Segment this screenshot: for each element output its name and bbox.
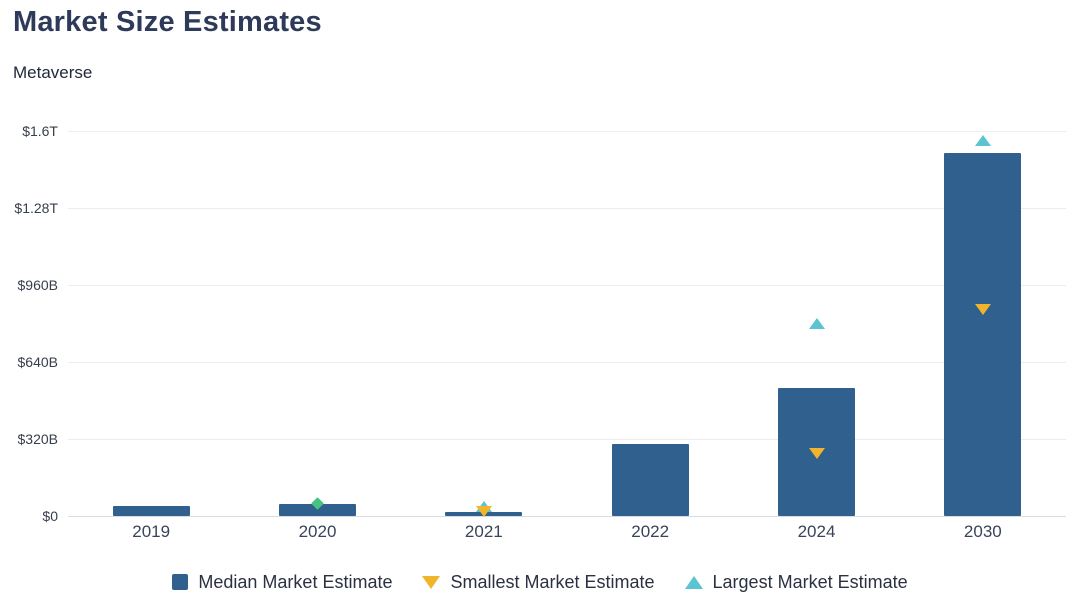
gridline-$640B — [68, 361, 1066, 363]
gridline-$320B — [68, 438, 1066, 440]
smallest-triangle-down-icon — [422, 575, 441, 589]
bar-2019 — [112, 506, 190, 516]
bar-2030 — [944, 152, 1022, 516]
largest-marker-2024 — [808, 318, 825, 329]
bar-2020 — [279, 503, 356, 516]
y-axis-tick-label: $1.6T — [22, 123, 58, 139]
x-axis-label-2021: 2021 — [464, 522, 503, 541]
y-axis-tick-label: $1.28T — [14, 200, 58, 216]
largest-triangle-up-icon — [684, 575, 703, 589]
legend-label: Smallest Market Estimate — [450, 571, 655, 592]
x-axis-label-2020: 2020 — [298, 522, 337, 541]
y-axis-tick-label: $0 — [42, 508, 58, 524]
legend-label: Largest Market Estimate — [712, 571, 908, 592]
bar-2022 — [611, 443, 689, 516]
legend-item-smallest-market-estimate: Smallest Market Estimate — [422, 571, 655, 593]
x-axis-label-2019: 2019 — [132, 522, 171, 541]
y-axis-tick-label: $960B — [17, 277, 58, 293]
gridline-$960B — [68, 284, 1066, 286]
chart-legend: Median Market Estimate Smallest Market Es… — [0, 564, 1080, 600]
smallest-marker-2024 — [808, 447, 825, 459]
bar-chart-plot-area: $0 $320B $640B $960B $1.28T $1.6T 2019 2020 2021… — [14, 123, 1066, 541]
smallest-marker-2030 — [974, 303, 991, 315]
chart-subtitle: Metaverse — [13, 63, 93, 82]
page-title: Market Size Estimates — [13, 6, 322, 38]
y-axis-tick-label: $640B — [17, 354, 58, 370]
gridline-$1.6T — [68, 130, 1066, 132]
legend-item-median-market-estimate: Median Market Estimate — [172, 572, 392, 593]
y-axis-tick-label: $320B — [17, 431, 58, 447]
gridline-$1.28T — [68, 207, 1066, 209]
x-axis-label-2030: 2030 — [963, 522, 1002, 541]
legend-label: Median Market Estimate — [198, 571, 393, 592]
gridline-$0 — [68, 515, 1066, 517]
legend-item-largest-market-estimate: Largest Market Estimate — [684, 571, 908, 593]
median-square-icon — [172, 574, 189, 590]
x-axis-label-2024: 2024 — [797, 522, 836, 541]
smallest-marker-2021 — [475, 505, 492, 517]
largest-marker-2030 — [974, 135, 991, 147]
x-axis-label-2022: 2022 — [631, 522, 670, 541]
